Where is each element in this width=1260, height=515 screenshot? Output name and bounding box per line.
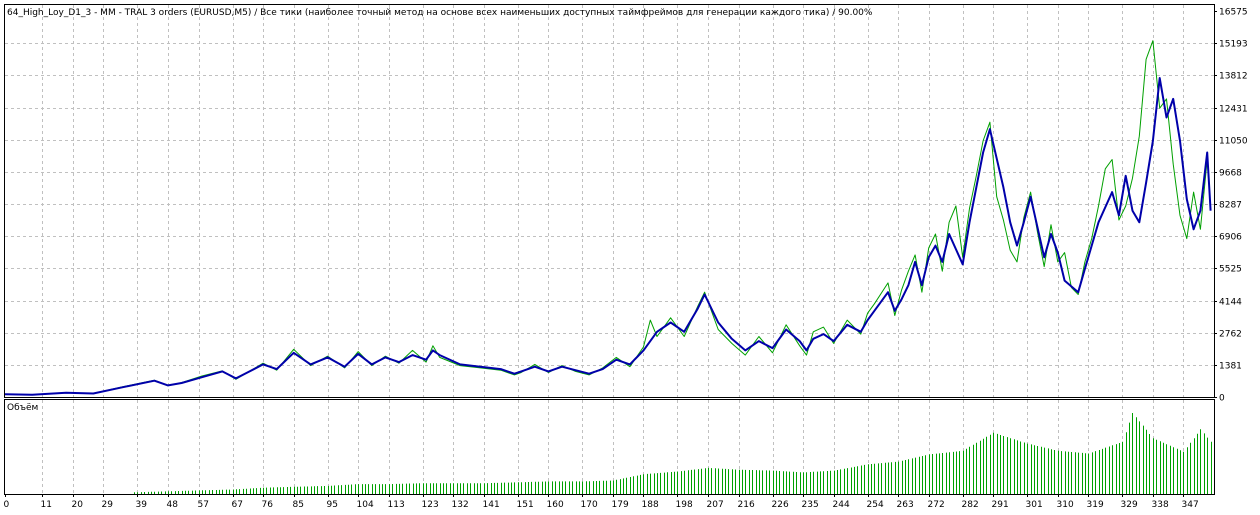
x-tick-label: 95: [327, 500, 338, 510]
volume-label: Объём: [7, 403, 38, 413]
x-tick-label: 263: [897, 500, 914, 510]
y-tick-layer: 16575 15193 13812 12431 11050 9668 8287 6906 552…: [1214, 8, 1248, 404]
x-tick-layer: 0 11 20 29 39 48 57 67 76 85 95 104 113 123 132 141 151 1…: [4, 494, 1199, 510]
x-tick-label: 226: [772, 500, 789, 510]
price-pane-frame: [4, 4, 1215, 398]
x-tick-label: 39: [136, 500, 148, 510]
x-tick-label: 272: [928, 500, 945, 510]
x-tick-label: 141: [483, 500, 500, 510]
x-tick-label: 76: [262, 500, 274, 510]
x-tick-label: 170: [581, 500, 598, 510]
x-tick-label: 282: [962, 500, 979, 510]
x-tick-label: 291: [992, 500, 1009, 510]
y-tick-label: 4144: [1219, 298, 1242, 308]
volume-layer: [134, 413, 1212, 494]
x-tick-label: 57: [198, 500, 209, 510]
x-tick-label: 0: [4, 500, 10, 510]
y-tick-label: 16575: [1219, 8, 1248, 18]
x-tick-label: 319: [1087, 500, 1104, 510]
series-layer: [4, 40, 1212, 396]
x-tick-label: 338: [1152, 500, 1169, 510]
y-tick-label: 1381: [1219, 362, 1242, 372]
x-tick-label: 301: [1026, 500, 1043, 510]
x-tick-label: 123: [422, 500, 439, 510]
x-tick-label: 29: [102, 500, 114, 510]
x-tick-label: 188: [642, 500, 659, 510]
volume-pane-frame: [4, 399, 1215, 495]
y-tick-label: 11050: [1219, 137, 1248, 147]
y-tick-label: 12431: [1219, 105, 1248, 115]
y-tick-label: 13812: [1219, 72, 1248, 82]
x-tick-label: 113: [388, 500, 405, 510]
x-tick-label: 132: [452, 500, 469, 510]
y-tick-label: 5525: [1219, 265, 1242, 275]
y-tick-label: 15193: [1219, 40, 1248, 50]
x-tick-label: 20: [72, 500, 84, 510]
chart-title: 64_High_Loy_D1_3 - MM - TRAL 3 orders (E…: [7, 8, 873, 18]
x-tick-label: 151: [517, 500, 534, 510]
x-tick-label: 11: [41, 500, 52, 510]
equity-line: [4, 40, 1212, 396]
x-tick-label: 235: [802, 500, 819, 510]
x-tick-label: 329: [1121, 500, 1138, 510]
x-tick-label: 160: [547, 500, 564, 510]
x-tick-label: 67: [232, 500, 243, 510]
x-tick-label: 85: [293, 500, 304, 510]
y-tick-label: 2762: [1219, 330, 1242, 340]
x-tick-label: 48: [167, 500, 179, 510]
x-tick-label: 104: [357, 500, 374, 510]
x-tick-label: 179: [612, 500, 629, 510]
balance-line: [4, 77, 1212, 396]
y-tick-label: 0: [1219, 394, 1225, 404]
x-tick-label: 347: [1182, 500, 1199, 510]
y-tick-label: 8287: [1219, 201, 1242, 211]
x-tick-label: 254: [867, 500, 884, 510]
x-tick-label: 216: [738, 500, 755, 510]
x-tick-label: 310: [1057, 500, 1074, 510]
y-tick-label: 6906: [1219, 233, 1242, 243]
x-tick-label: 244: [833, 500, 850, 510]
x-tick-label: 198: [676, 500, 693, 510]
grid-layer: [5, 5, 1214, 494]
y-tick-label: 9668: [1219, 169, 1242, 179]
x-tick-label: 207: [707, 500, 724, 510]
